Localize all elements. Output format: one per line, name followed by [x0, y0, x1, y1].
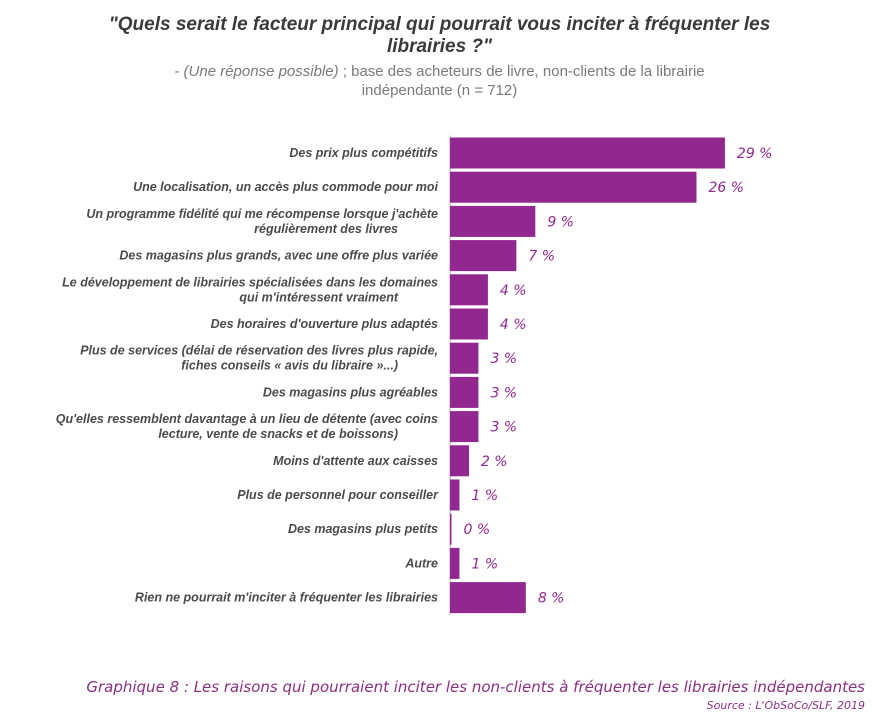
bar-4 — [450, 274, 488, 306]
category-label-4: Le développement de librairies spécialis… — [62, 275, 438, 304]
data-label-1: 26 % — [708, 180, 744, 196]
bar-0 — [450, 137, 725, 169]
bar-1 — [450, 171, 697, 203]
category-label-8: Qu'elles ressemblent davantage à un lieu… — [56, 412, 438, 441]
bar-9 — [450, 445, 469, 477]
bar-chart: 29 % Des prix plus compétitifs 26 % Une loc… — [56, 135, 773, 616]
bar-11 — [450, 513, 452, 545]
category-label-1: Une localisation, un accès plus commode … — [133, 180, 438, 194]
category-label-9: Moins d'attente aux caisses — [273, 454, 438, 468]
category-label-6: Plus de services (délai de réservation d… — [80, 344, 438, 373]
bar-3 — [450, 240, 517, 272]
data-label-9: 2 % — [481, 454, 508, 470]
bar-13 — [450, 582, 526, 614]
data-label-6: 3 % — [490, 351, 517, 367]
category-label-12: Autre — [404, 556, 438, 570]
subtitle-base: ; base des acheteurs de livre, non-clien… — [338, 63, 705, 99]
bar-7 — [450, 376, 479, 408]
data-label-12: 1 % — [471, 556, 498, 572]
data-label-8: 3 % — [490, 420, 517, 436]
category-label-3: Des magasins plus grands, avec une offre… — [119, 249, 438, 263]
data-label-2: 9 % — [547, 214, 574, 230]
bar-6 — [450, 342, 479, 374]
bar-2 — [450, 205, 536, 237]
category-label-13: Rien ne pourrait m'inciter à fréquenter … — [135, 591, 438, 605]
data-label-3: 7 % — [528, 249, 555, 265]
figure-source: Source : L'ObSoCo/SLF, 2019 — [706, 699, 865, 712]
data-label-7: 3 % — [490, 385, 517, 401]
category-label-2: Un programme fidélité qui me récompense … — [86, 207, 438, 236]
category-label-0: Des prix plus compétitifs — [289, 146, 438, 160]
category-label-7: Des magasins plus agréables — [263, 385, 438, 399]
data-label-10: 1 % — [471, 488, 498, 504]
data-label-11: 0 % — [464, 522, 491, 538]
category-label-5: Des horaires d'ouverture plus adaptés — [211, 317, 438, 331]
bar-5 — [450, 308, 488, 340]
data-label-5: 4 % — [500, 317, 527, 333]
category-label-10: Plus de personnel pour conseiller — [237, 488, 439, 502]
bar-8 — [450, 411, 479, 443]
category-label-11: Des magasins plus petits — [288, 522, 438, 536]
chart-title: "Quels serait le facteur principal qui p… — [108, 14, 771, 57]
figure-caption: Graphique 8 : Les raisons qui pourraient… — [86, 678, 865, 696]
bar-12 — [450, 547, 460, 579]
data-label-4: 4 % — [500, 283, 527, 299]
chart-header: "Quels serait le facteur principal qui p… — [0, 14, 879, 100]
data-label-0: 29 % — [737, 146, 773, 162]
data-label-13: 8 % — [538, 591, 565, 607]
subtitle-note: - (Une réponse possible) — [174, 63, 339, 80]
bar-10 — [450, 479, 460, 511]
chart-subtitle: - (Une réponse possible) ; base des ache… — [160, 62, 720, 100]
